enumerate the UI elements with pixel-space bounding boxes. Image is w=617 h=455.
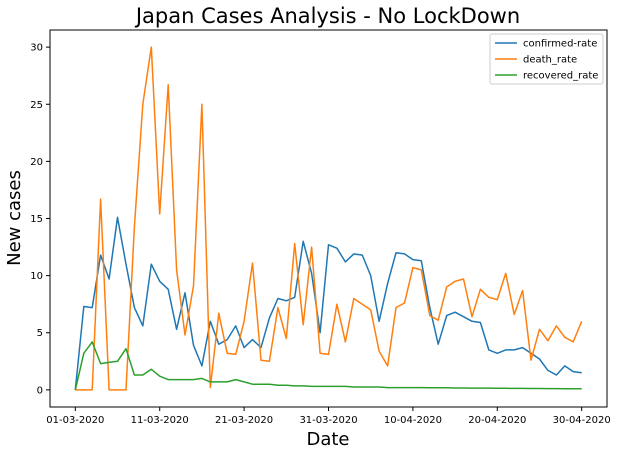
series-line-death_rate — [75, 46, 583, 391]
x-tick-label: 11-03-2020 — [131, 415, 189, 426]
legend-label-recovered_rate: recovered_rate — [523, 71, 598, 82]
series-line-confirmed-rate — [74, 216, 582, 390]
plot-frame — [49, 29, 608, 408]
legend-box — [489, 33, 604, 85]
y-axis-label: New cases — [4, 170, 25, 266]
x-tick-label: 21-03-2020 — [215, 415, 273, 426]
series-line-recovered_rate — [74, 341, 582, 391]
x-tick-label: 10-04-2020 — [384, 415, 442, 426]
legend: confirmed-rate death_rate recovered_rate — [489, 33, 604, 85]
y-tick-label: 30 — [30, 43, 43, 54]
legend-label-death_rate: death_rate — [523, 55, 577, 66]
y-tick-label: 10 — [30, 271, 43, 282]
y-tick-label: 25 — [30, 100, 43, 111]
y-tick-label: 0 — [37, 385, 43, 396]
legend-label-confirmed-rate: confirmed-rate — [523, 39, 597, 50]
chart-title: Japan Cases Analysis - No LockDown — [134, 4, 520, 28]
x-tick-label: 30-04-2020 — [553, 415, 611, 426]
x-axis-ticks: 01-03-2020 11-03-2020 21-03-2020 31-03-2020… — [46, 407, 611, 426]
y-tick-label: 15 — [30, 214, 43, 225]
y-tick-label: 20 — [30, 157, 43, 168]
x-tick-label: 20-04-2020 — [468, 415, 526, 426]
x-tick-label: 31-03-2020 — [299, 415, 357, 426]
x-axis-label: Date — [306, 429, 349, 450]
x-tick-label: 01-03-2020 — [46, 415, 104, 426]
y-tick-label: 5 — [37, 328, 43, 339]
series-layer — [74, 46, 583, 391]
y-axis-ticks: 0 5 10 15 20 25 30 — [30, 43, 50, 396]
